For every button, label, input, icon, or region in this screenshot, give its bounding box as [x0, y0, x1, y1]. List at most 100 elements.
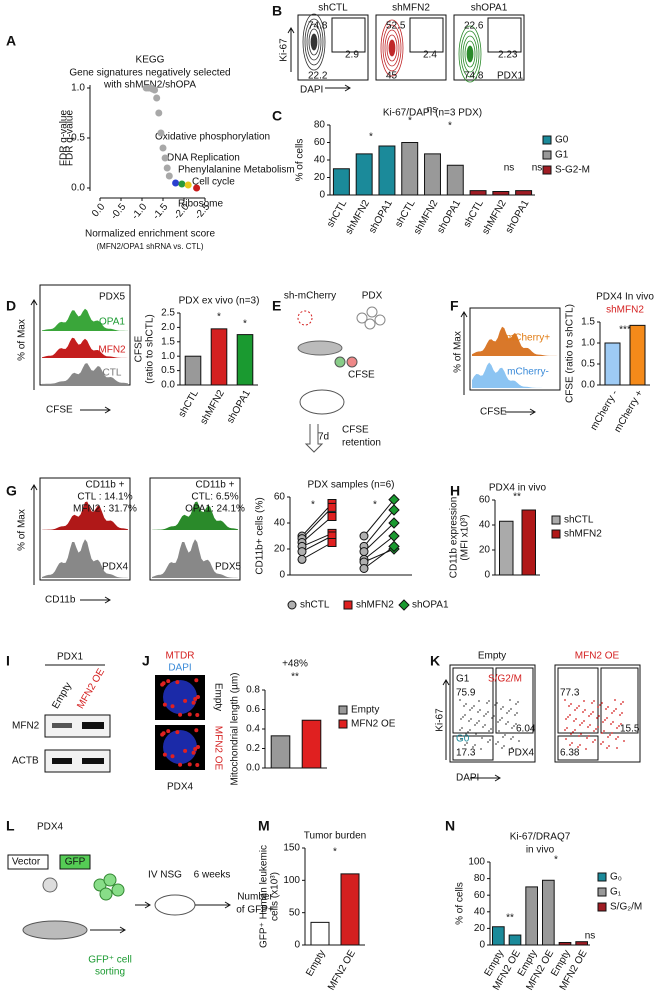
illustration [601, 702, 603, 704]
pair-line [301, 535, 333, 553]
illustration [161, 731, 166, 736]
illustration [506, 712, 508, 714]
label: Phenylalanine Metabolism [178, 165, 295, 176]
point [165, 172, 173, 180]
illustration [382, 24, 402, 72]
illustration [166, 679, 171, 684]
illustration [605, 708, 607, 710]
illustration [42, 308, 128, 331]
illustration [620, 723, 622, 725]
illustration [612, 721, 614, 723]
illustration [507, 721, 509, 723]
label: retention [342, 438, 381, 449]
x-tick-label: 0.0 [90, 201, 108, 219]
illustration [442, 679, 450, 686]
legend-label: shCTL [564, 515, 594, 526]
label: 74.8 [464, 71, 484, 82]
illustration [464, 40, 476, 68]
legend-label: shCTL [300, 600, 330, 611]
illustration [152, 501, 238, 530]
point [159, 144, 167, 152]
pair-line [301, 503, 333, 537]
y-tick-label: 0.5 [581, 359, 595, 370]
y-tick-label: 0 [484, 570, 490, 581]
illustration [460, 718, 462, 720]
y-tick-label: 1.5 [581, 317, 595, 328]
panel-letter: F [450, 298, 459, 314]
illustration [602, 741, 604, 743]
illustration [622, 701, 624, 703]
illustration [466, 742, 468, 744]
point [193, 184, 201, 192]
illustration [604, 719, 606, 721]
label: (MFN2/OPA1 shRNA vs. CTL) [97, 242, 204, 251]
y-tick-label: 2.5 [161, 308, 175, 319]
illustration [191, 700, 196, 705]
illustration [196, 745, 200, 749]
illustration [492, 726, 494, 728]
illustration [607, 736, 609, 738]
illustration [587, 726, 589, 728]
illustration [302, 13, 326, 71]
illustration [7, 854, 49, 870]
bar [558, 942, 572, 946]
label: CFSE [480, 407, 507, 418]
label: CD11b + [85, 480, 124, 491]
label: +48% [282, 659, 308, 670]
illustration [475, 733, 477, 735]
panel-letter: I [6, 653, 10, 669]
label: Empty [50, 681, 74, 711]
bar [378, 145, 396, 196]
illustration [514, 714, 516, 716]
bar [629, 324, 646, 386]
illustration [453, 14, 525, 81]
label: GFP⁺ cell [88, 955, 132, 966]
label: 15.5 [620, 724, 640, 735]
illustration [578, 705, 580, 707]
illustration [579, 724, 581, 726]
illustration [618, 725, 620, 727]
illustration [505, 723, 507, 725]
illustration [374, 314, 386, 326]
illustration [588, 735, 590, 737]
illustration [152, 539, 238, 578]
label: 22.6 [464, 21, 484, 32]
y-tick-label: 0 [294, 940, 300, 951]
label: Normalized enrichment score [85, 229, 215, 240]
illustration [572, 731, 574, 733]
label: of GFP+ [236, 905, 274, 916]
illustration [485, 713, 487, 715]
illustration [593, 700, 595, 702]
y-tick-label: 0 [279, 570, 285, 581]
illustration [582, 711, 584, 713]
illustration [191, 750, 196, 755]
x-tick-label: shCTL [325, 198, 349, 229]
illustration [574, 729, 576, 731]
illustration [569, 714, 571, 716]
y-tick-label: 60 [314, 137, 326, 148]
y-tick-label: 60 [474, 890, 486, 901]
label: PDX1 [57, 652, 84, 663]
legend-label: MFN2 OE [351, 719, 396, 730]
illustration [593, 730, 595, 732]
illustration [619, 714, 621, 716]
y-tick-label: 20 [474, 923, 486, 934]
illustration [30, 484, 38, 491]
y-axis-label: % of cells [295, 139, 306, 182]
illustration [380, 19, 404, 77]
illustration [497, 721, 499, 723]
y-tick-label: 0.5 [71, 133, 85, 144]
illustration [616, 727, 618, 729]
illustration [577, 746, 579, 748]
illustration [224, 901, 231, 909]
illustration [304, 424, 324, 453]
illustration [623, 740, 625, 742]
label: * [373, 500, 377, 511]
pair-line [363, 548, 395, 563]
y-tick-label: 150 [283, 843, 300, 854]
illustration [473, 735, 475, 737]
label: % of Max [453, 331, 464, 373]
label: Ribosome [178, 199, 223, 210]
bar [575, 941, 588, 946]
bar [521, 509, 536, 576]
